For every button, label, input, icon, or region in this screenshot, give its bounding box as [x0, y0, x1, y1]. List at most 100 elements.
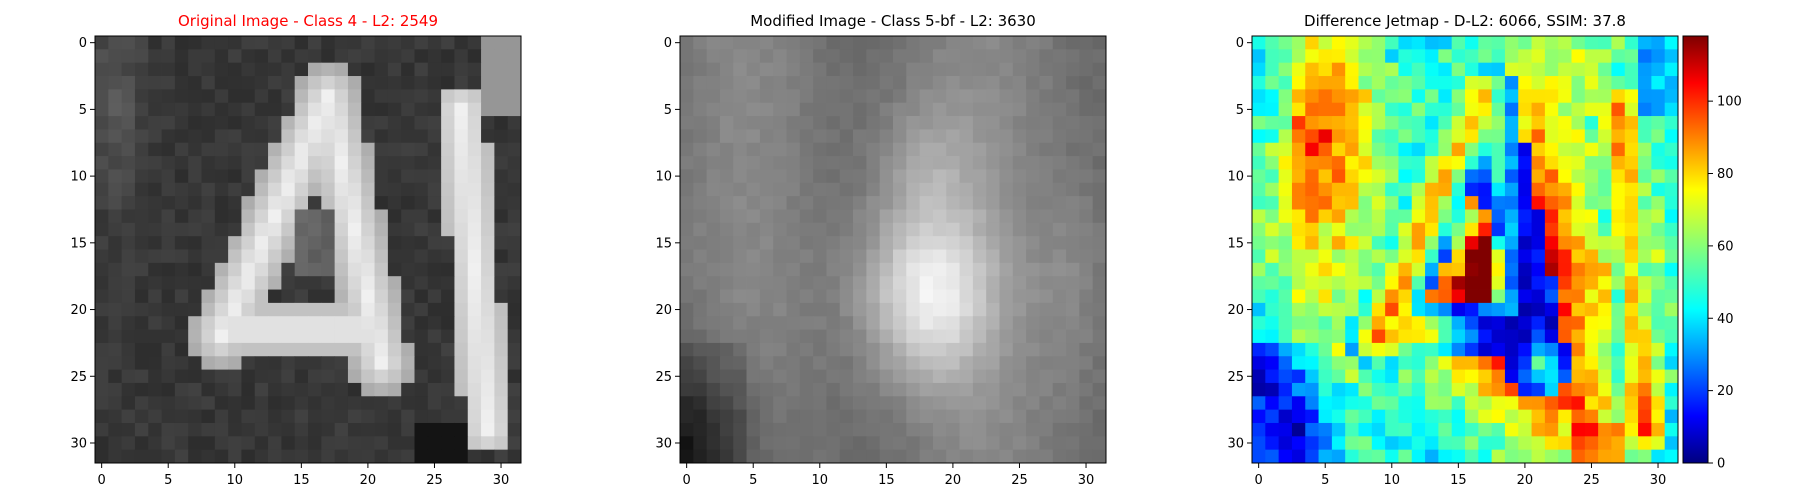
heatmap-cell	[680, 103, 694, 117]
heatmap-cell	[1319, 250, 1333, 264]
heatmap-cell	[1385, 76, 1399, 90]
heatmap-cell	[733, 156, 747, 170]
heatmap-cell	[773, 410, 787, 424]
heatmap-cell	[428, 250, 442, 264]
heatmap-cell	[773, 250, 787, 264]
heatmap-cell	[1452, 143, 1466, 157]
heatmap-cell	[401, 129, 415, 143]
heatmap-cell	[1532, 143, 1546, 157]
heatmap-cell	[388, 116, 402, 130]
heatmap-cell	[1398, 156, 1412, 170]
heatmap-cell	[720, 316, 734, 330]
heatmap-cell	[1039, 330, 1053, 344]
heatmap-cell	[295, 290, 309, 304]
heatmap-cell	[1292, 103, 1306, 117]
heatmap-cell	[1385, 250, 1399, 264]
heatmap-cell	[960, 76, 974, 90]
heatmap-cell	[255, 396, 269, 410]
heatmap-cell	[1039, 250, 1053, 264]
heatmap-cell	[946, 209, 960, 223]
heatmap-cell	[800, 396, 814, 410]
heatmap-cell	[1359, 290, 1373, 304]
heatmap-cell	[215, 356, 229, 370]
heatmap-cell	[388, 343, 402, 357]
heatmap-cell	[375, 276, 389, 290]
heatmap-cell	[760, 250, 774, 264]
heatmap-cell	[1545, 290, 1559, 304]
heatmap-cell	[920, 263, 934, 277]
heatmap-cell	[853, 396, 867, 410]
heatmap-cell	[826, 36, 840, 50]
heatmap-cell	[215, 423, 229, 437]
heatmap-cell	[986, 250, 1000, 264]
x-tick-label: 10	[1384, 473, 1401, 488]
heatmap-cell	[308, 169, 322, 183]
heatmap-cell	[760, 196, 774, 210]
heatmap-cell	[228, 209, 242, 223]
heatmap-cell	[388, 436, 402, 450]
heatmap-cell	[960, 89, 974, 103]
heatmap-cell	[906, 76, 920, 90]
heatmap-cell	[1000, 356, 1014, 370]
heatmap-cell	[693, 383, 707, 397]
heatmap-cell	[986, 196, 1000, 210]
heatmap-cell	[906, 169, 920, 183]
heatmap-cell	[853, 49, 867, 63]
heatmap-cell	[1385, 209, 1399, 223]
heatmap-cell	[335, 143, 349, 157]
heatmap-cell	[1279, 450, 1293, 464]
heatmap-cell	[375, 36, 389, 50]
heatmap-cell	[1000, 303, 1014, 317]
heatmap-cell	[468, 383, 482, 397]
heatmap-cell	[1372, 410, 1386, 424]
heatmap-cell	[840, 103, 854, 117]
heatmap-cell	[1026, 330, 1040, 344]
heatmap-cell	[1438, 290, 1452, 304]
heatmap-cell	[1079, 410, 1093, 424]
heatmap-cell	[1026, 303, 1040, 317]
heatmap-cell	[933, 103, 947, 117]
heatmap-cell	[135, 223, 149, 237]
heatmap-cell	[1345, 316, 1359, 330]
heatmap-cell	[202, 116, 216, 130]
heatmap-cell	[813, 183, 827, 197]
heatmap-cell	[973, 156, 987, 170]
heatmap-cell	[361, 423, 375, 437]
heatmap-cell	[1305, 303, 1319, 317]
heatmap-cell	[1292, 450, 1306, 464]
heatmap-cell	[148, 343, 162, 357]
heatmap-cell	[375, 143, 389, 157]
heatmap-cell	[693, 103, 707, 117]
heatmap-cell	[1252, 89, 1266, 103]
heatmap-cell	[348, 183, 362, 197]
heatmap-cell	[1398, 36, 1412, 50]
heatmap-cell	[1492, 129, 1506, 143]
heatmap-cell	[228, 370, 242, 384]
heatmap-cell	[215, 169, 229, 183]
heatmap-cell	[1372, 450, 1386, 464]
heatmap-cell	[268, 276, 282, 290]
heatmap-cell	[1093, 196, 1107, 210]
heatmap-cell	[813, 76, 827, 90]
heatmap-cell	[148, 383, 162, 397]
heatmap-cell	[228, 410, 242, 424]
heatmap-cell	[1279, 209, 1293, 223]
heatmap-cell	[986, 103, 1000, 117]
heatmap-cell	[162, 290, 176, 304]
heatmap-cell	[1665, 276, 1679, 290]
heatmap-cell	[1611, 156, 1625, 170]
heatmap-cell	[268, 423, 282, 437]
heatmap-cell	[162, 76, 176, 90]
heatmap-cell	[1066, 236, 1080, 250]
heatmap-cell	[1066, 370, 1080, 384]
heatmap-cell	[693, 356, 707, 370]
heatmap-cell	[880, 223, 894, 237]
heatmap-cell	[494, 263, 508, 277]
heatmap-cell	[893, 370, 907, 384]
heatmap-cell	[1093, 89, 1107, 103]
heatmap-cell	[95, 436, 109, 450]
heatmap-cell	[946, 143, 960, 157]
heatmap-cell	[1265, 263, 1279, 277]
heatmap-cell	[680, 250, 694, 264]
heatmap-cell	[893, 129, 907, 143]
